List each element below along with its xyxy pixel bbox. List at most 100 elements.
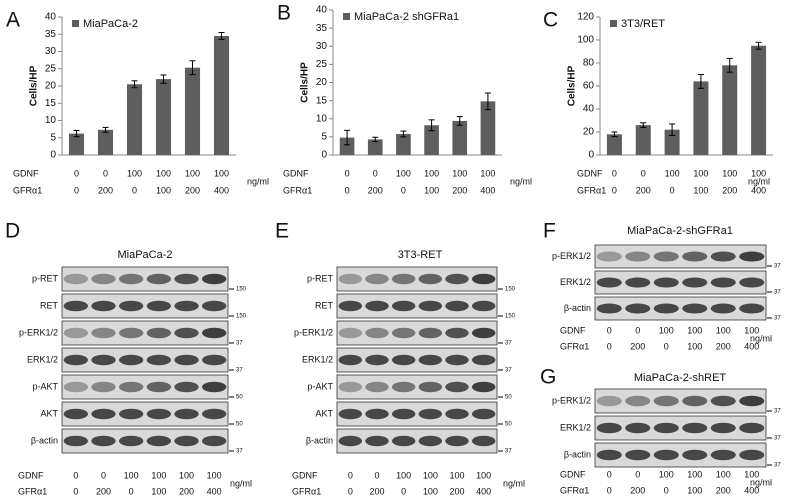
condition-value: 0 (345, 168, 350, 178)
band (596, 449, 622, 461)
condition-name: GDNF (13, 168, 39, 178)
band (710, 449, 736, 461)
band (625, 422, 651, 434)
band (682, 277, 708, 288)
condition-value: 100 (659, 325, 674, 335)
condition-value: 200 (630, 341, 645, 351)
band (91, 381, 116, 393)
marker-label: 50 (505, 395, 512, 401)
band (118, 435, 144, 447)
condition-value: 200 (716, 341, 731, 351)
condition-value: 0 (73, 470, 78, 480)
y-tick-label: 30 (45, 46, 57, 57)
row-label: ERK1/2 (560, 277, 591, 287)
condition-name: GDNF (18, 470, 44, 480)
band (471, 300, 496, 312)
band (63, 435, 89, 447)
band (739, 449, 765, 461)
condition-value: 400 (214, 185, 229, 195)
marker-label: 37 (774, 409, 781, 415)
bar (97, 129, 114, 155)
blot-strip (594, 442, 767, 468)
condition-value: 0 (373, 168, 378, 178)
bar (155, 79, 172, 155)
band (201, 381, 227, 393)
condition-name: GDNF (283, 168, 309, 178)
y-tick-label: 10 (45, 115, 57, 126)
condition-value: 400 (744, 485, 759, 495)
condition-name: GFRα1 (292, 486, 321, 496)
band (146, 435, 172, 447)
condition-value: 200 (368, 185, 383, 195)
band (445, 408, 469, 420)
y-tick-label: 0 (321, 150, 327, 161)
blot-strip (594, 388, 767, 414)
y-tick-label: 60 (583, 81, 595, 92)
band (174, 300, 199, 312)
band (391, 354, 416, 366)
condition-value: 100 (396, 168, 411, 178)
band (174, 408, 199, 420)
condition-name: GFRα1 (560, 485, 589, 495)
band (91, 354, 116, 366)
band (418, 435, 443, 447)
blot-strip (336, 428, 498, 454)
band (63, 327, 89, 339)
marker-label: 37 (236, 341, 243, 347)
marker-label: 37 (236, 368, 243, 374)
y-tick-label: 20 (316, 77, 328, 88)
row-label: p-ERK1/2 (552, 251, 591, 261)
blot-strip (594, 415, 767, 441)
bar (424, 125, 439, 155)
blot-strip (61, 347, 229, 373)
band (118, 354, 144, 366)
band (174, 273, 199, 285)
blot-title: 3T3-RET (398, 249, 443, 261)
band (596, 303, 622, 314)
band (596, 277, 622, 288)
condition-value: 400 (476, 486, 491, 496)
blot-title: MiaPaCa-2 (117, 249, 172, 261)
condition-value: 0 (73, 486, 78, 496)
row-label: ERK1/2 (27, 354, 58, 364)
condition-value: 200 (96, 486, 111, 496)
band (118, 408, 144, 420)
bar (693, 81, 709, 155)
band (365, 435, 389, 447)
bar (367, 139, 383, 155)
marker-label: 50 (236, 422, 243, 428)
unit: ng/ml (748, 176, 770, 186)
blot-title: MiaPaCa-2-shGFRa1 (627, 225, 733, 237)
blot-strip (61, 428, 229, 454)
blot-strip (336, 320, 498, 346)
condition-value: 0 (348, 470, 353, 480)
marker-label: 37 (774, 290, 781, 296)
y-tick-label: 25 (316, 59, 328, 70)
band (365, 273, 389, 285)
band (682, 449, 708, 461)
panel-letter: A (6, 9, 20, 32)
y-axis-label: Cells/HP (300, 62, 311, 103)
band (471, 408, 496, 420)
band (739, 277, 765, 288)
y-tick-label: 25 (45, 63, 57, 74)
bar (480, 101, 496, 155)
bar (664, 129, 680, 155)
blot-strip (594, 244, 767, 269)
condition-value: 100 (665, 168, 680, 178)
bar (68, 133, 85, 155)
band (653, 251, 679, 262)
condition-value: 400 (480, 185, 495, 195)
band (365, 300, 389, 312)
band (596, 251, 622, 262)
band (338, 354, 363, 366)
band (338, 300, 363, 312)
y-tick-label: 0 (50, 150, 56, 161)
band (63, 354, 89, 366)
band (391, 327, 416, 339)
condition-value: 100 (722, 168, 737, 178)
condition-value: 100 (687, 341, 702, 351)
bar (751, 45, 767, 155)
condition-name: GDNF (577, 168, 603, 178)
condition-value: 0 (635, 325, 640, 335)
